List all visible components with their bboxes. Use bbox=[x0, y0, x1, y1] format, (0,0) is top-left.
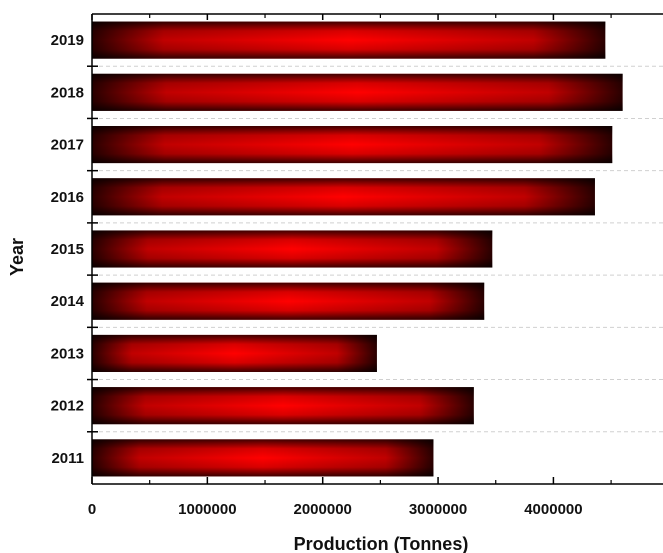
x-axis-title: Production (Tonnes) bbox=[294, 534, 469, 553]
y-tick-label: 2011 bbox=[51, 450, 84, 467]
bar-2012 bbox=[92, 387, 474, 425]
x-tick-label: 0 bbox=[88, 501, 96, 518]
x-tick-label: 3000000 bbox=[409, 501, 467, 518]
y-tick-label: 2015 bbox=[51, 241, 84, 258]
bar-2011 bbox=[92, 439, 434, 477]
bar-shade bbox=[92, 439, 434, 477]
bar-shade bbox=[92, 178, 595, 216]
y-tick-label: 2017 bbox=[51, 137, 84, 154]
y-tick-label: 2019 bbox=[51, 32, 84, 49]
bar-shade bbox=[92, 21, 606, 59]
bar-shade bbox=[92, 334, 377, 372]
x-tick-label: 4000000 bbox=[524, 501, 582, 518]
x-tick-label: 1000000 bbox=[178, 501, 236, 518]
y-axis-ticks: 2019 2018 2017 2016 2015 2014 2013 2012 2011 bbox=[51, 32, 98, 467]
bar-2018 bbox=[92, 73, 623, 111]
bars-layer bbox=[92, 21, 623, 477]
bar-2015 bbox=[92, 230, 493, 268]
bar-shade bbox=[92, 73, 623, 111]
y-axis-title: Year bbox=[7, 238, 27, 276]
y-tick-label: 2014 bbox=[51, 293, 85, 310]
bar-shade bbox=[92, 230, 493, 268]
bar-shade bbox=[92, 282, 485, 320]
bar-shade bbox=[92, 126, 613, 164]
y-tick-label: 2016 bbox=[51, 189, 84, 206]
y-tick-label: 2012 bbox=[51, 398, 84, 415]
x-axis-ticks: 0 1000000 2000000 3000000 4000000 bbox=[88, 14, 612, 518]
bar-2017 bbox=[92, 126, 613, 164]
y-tick-label: 2013 bbox=[51, 345, 84, 362]
bar-shade bbox=[92, 387, 474, 425]
x-tick-label: 2000000 bbox=[294, 501, 352, 518]
bar-2013 bbox=[92, 334, 377, 372]
bar-2016 bbox=[92, 178, 595, 216]
bar-2019 bbox=[92, 21, 606, 59]
y-tick-label: 2018 bbox=[51, 84, 84, 101]
bar-2014 bbox=[92, 282, 485, 320]
